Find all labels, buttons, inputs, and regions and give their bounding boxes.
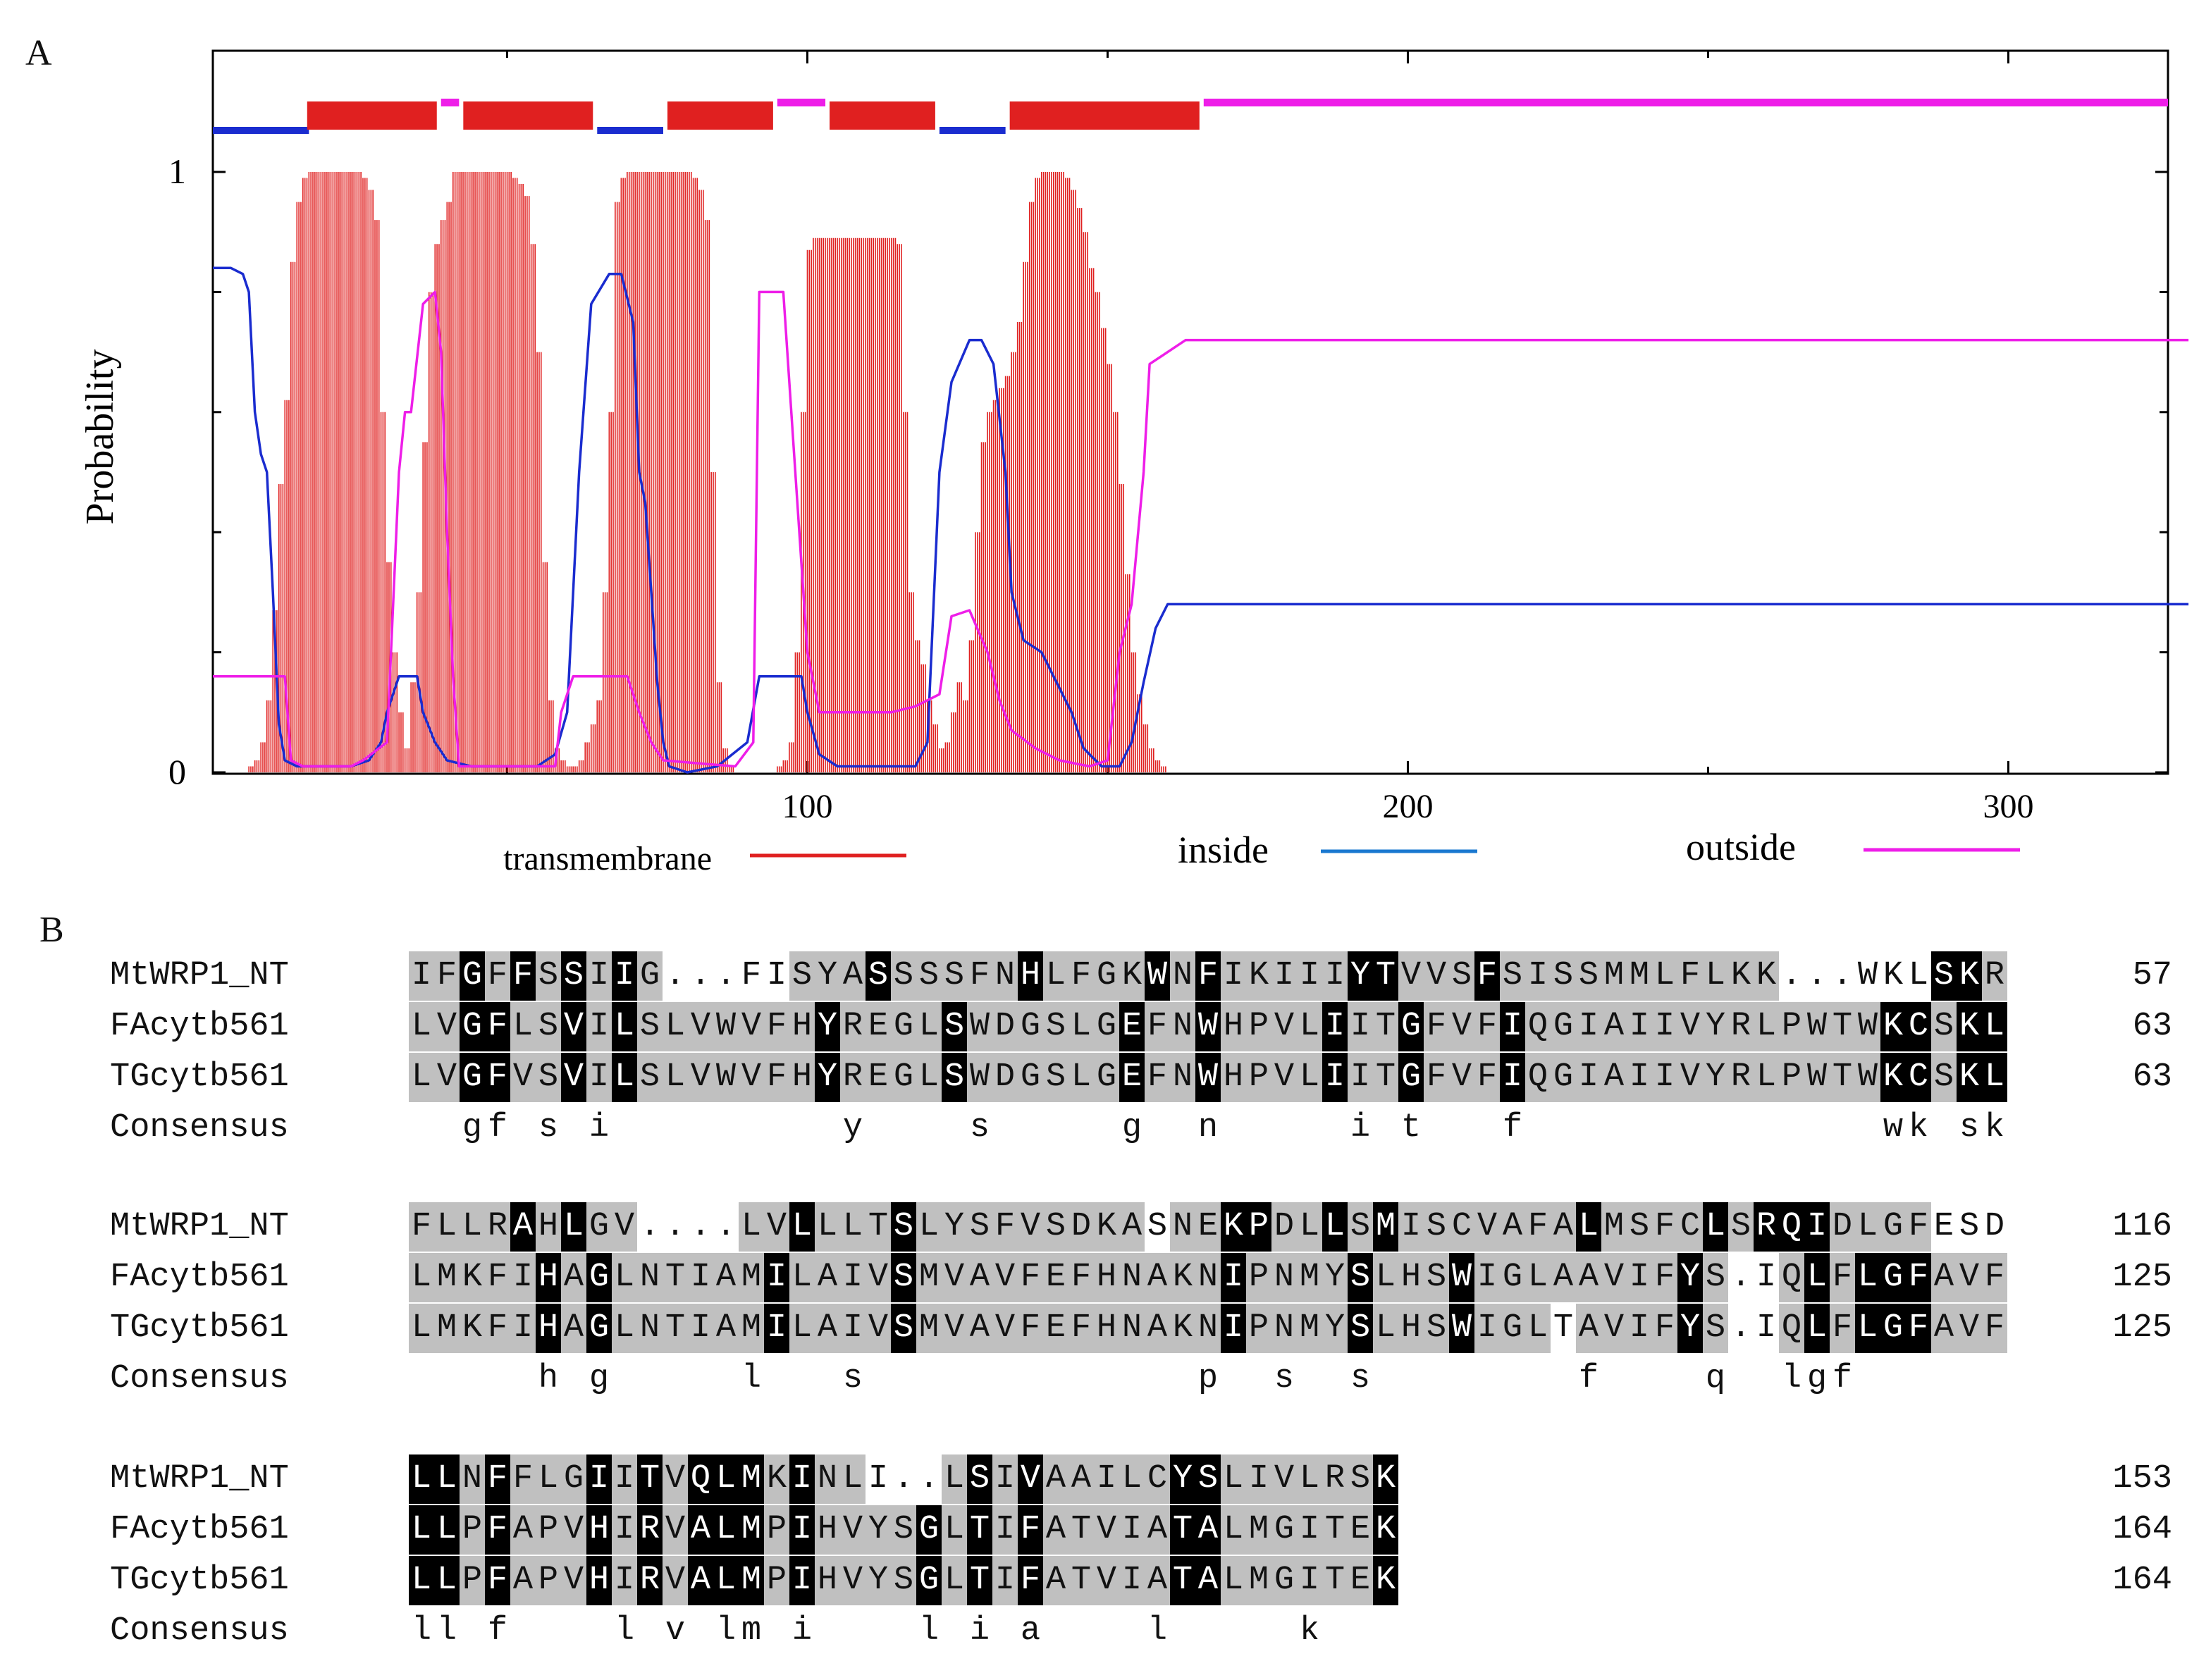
sequence-name: Consensus [110, 1109, 289, 1147]
residue-count: 164 [2112, 1511, 2172, 1548]
alignment-row: MtWRP1_NT F L L R A H L G V.... L V L L L T S L Y S F V S D K A S N… [0, 1202, 2199, 1252]
topology-outside [1203, 99, 2168, 106]
sequence-name: MtWRP1_NT [110, 957, 289, 994]
alignment-row: TGcytb561 L L P F A P V H I R V A L M P I H V Y S G L T I F A T V I A T… [0, 1556, 2199, 1605]
outside-line [213, 290, 2189, 768]
panel-a-label: A [25, 33, 52, 73]
topology-transmembrane [830, 101, 935, 130]
residue-count: 63 [2132, 1058, 2172, 1096]
residue-count: 57 [2132, 957, 2172, 994]
topology-inside [597, 127, 663, 134]
topology-transmembrane [667, 101, 773, 130]
sequence-name: Consensus [110, 1360, 289, 1397]
sequence-name: FAcytb561 [110, 1008, 289, 1045]
residue-count: 125 [2112, 1259, 2172, 1296]
topology-inside [939, 127, 1006, 134]
sequence-name: MtWRP1_NT [110, 1208, 289, 1245]
x-tick-label: 300 [1983, 788, 2033, 825]
topology-probability-chart: 0 1 100 200 300 Probability transmembrane insid… [78, 49, 2189, 877]
sequence-name: FAcytb561 [110, 1511, 289, 1548]
topology-outside [777, 99, 826, 106]
topology-transmembrane [1009, 101, 1200, 130]
alignment-row: MtWRP1_NT I F G F F S S I I G... F I S Y A S S S S F N H L F G K W N… [0, 951, 2199, 1001]
sequence-name: FAcytb561 [110, 1259, 289, 1296]
alignment-row: FAcytb561 L V G F L S V I L S L V W V F H Y R E G L S W D G S L G E F N… [0, 1002, 2199, 1051]
legend-label-transmembrane: transmembrane [503, 840, 712, 877]
panel-b-label: B [39, 910, 64, 950]
residue-count: 125 [2112, 1309, 2172, 1347]
y-tick-label: 1 [168, 152, 186, 191]
legend-label-inside: inside [1178, 829, 1269, 871]
y-tick-label: 0 [168, 752, 186, 791]
alignment-row: TGcytb561 L M K F I H A G L N T I A M I L A I V S M V A V F E F H N A K… [0, 1304, 2199, 1353]
topology-outside [441, 99, 460, 106]
residue-count: 153 [2112, 1460, 2172, 1497]
legend-label-outside: outside [1686, 826, 1796, 868]
sequence-name: TGcytb561 [110, 1309, 289, 1347]
alignment-row: MtWRP1_NT L L N F F L G I I T V Q L M K I N L I.. L S I V A A I L C Y… [0, 1454, 2199, 1504]
residue-count: 63 [2132, 1008, 2172, 1045]
topology-transmembrane [307, 101, 437, 130]
sequence-name: MtWRP1_NT [110, 1460, 289, 1497]
alignment-row: FAcytb561 L L P F A P V H I R V A L M P I H V Y S G L T I F A T V I A T… [0, 1505, 2199, 1555]
sequence-name: TGcytb561 [110, 1562, 289, 1599]
sequence-name: Consensus [110, 1612, 289, 1650]
alignment-row: FAcytb561 L M K F I H A G L N T I A M I L A I V S M V A V F E F H N A K… [0, 1253, 2199, 1302]
plot-frame [211, 49, 2169, 775]
topology-inside [213, 127, 309, 134]
residue-count: 116 [2112, 1208, 2172, 1245]
alignment-row: TGcytb561 L V G F V S V I L S L V W V F H Y R E G L S W D G S L G E F N… [0, 1053, 2199, 1102]
sequence-name: TGcytb561 [110, 1058, 289, 1096]
topology-transmembrane [463, 101, 593, 130]
x-tick-label: 200 [1382, 788, 1433, 825]
x-tick-label: 100 [782, 788, 832, 825]
y-axis-label: Probability [78, 350, 122, 525]
residue-count: 164 [2112, 1562, 2172, 1599]
